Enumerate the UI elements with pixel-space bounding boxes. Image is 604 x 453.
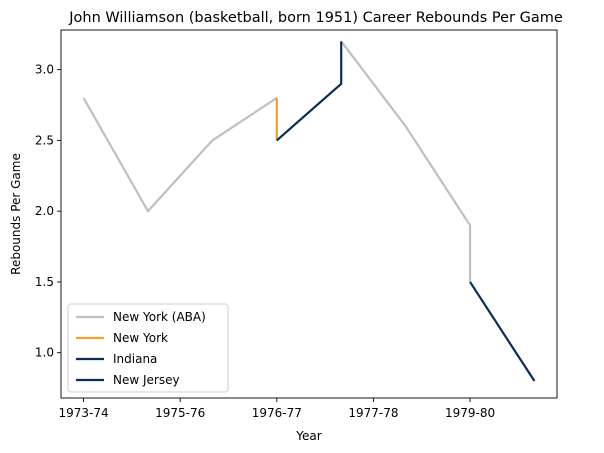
- legend-label: New Jersey: [113, 373, 180, 387]
- x-tick-label: 1977-78: [348, 406, 398, 420]
- plot-area: [60, 29, 558, 399]
- y-axis: 1.0 1.5 2.0 2.5 3.0: [35, 63, 61, 360]
- x-tick-label: 1973-74: [58, 406, 108, 420]
- y-tick-label: 2.0: [35, 204, 54, 218]
- y-axis-label: Rebounds Per Game: [9, 153, 23, 275]
- x-tick-label: 1979-80: [445, 406, 495, 420]
- series-line-new-york-aba-1: [340, 40, 472, 282]
- series-line-indiana-3: [276, 41, 343, 142]
- chart-title: John Williamson (basketball, born 1951) …: [68, 10, 563, 26]
- y-tick-label: 2.5: [35, 133, 54, 147]
- x-axis: 1973-74 1975-76 1976-77 1977-78 1979-80: [58, 398, 495, 420]
- legend-label: New York (ABA): [113, 310, 206, 324]
- y-tick-label: 3.0: [35, 63, 54, 77]
- series-line-new-jersey-4: [469, 281, 536, 382]
- y-tick-label: 1.5: [35, 275, 54, 289]
- legend-items: New York (ABA) New York Indiana New Jersey: [76, 310, 206, 387]
- plot-frame: [60, 29, 558, 399]
- x-axis-label: Year: [295, 429, 321, 443]
- legend-label: Indiana: [113, 352, 157, 366]
- legend-box: [67, 303, 229, 393]
- x-tick-label: 1975-76: [155, 406, 205, 420]
- legend-label: New York: [113, 331, 168, 345]
- y-tick-label: 1.0: [35, 346, 54, 360]
- legend: New York (ABA) New York Indiana New Jersey: [67, 303, 229, 393]
- x-tick-label: 1976-77: [252, 406, 302, 420]
- series-layer: [82, 40, 536, 382]
- series-line-new-york-aba-0: [82, 97, 278, 213]
